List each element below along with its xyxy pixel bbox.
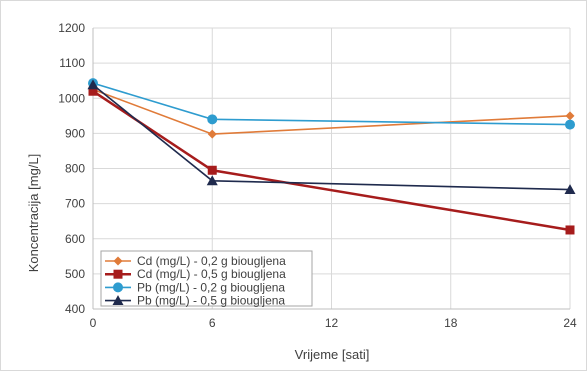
y-tick-label: 900 bbox=[65, 126, 85, 140]
data-point bbox=[88, 86, 98, 96]
data-point bbox=[565, 225, 575, 235]
y-tick-label: 800 bbox=[65, 162, 85, 176]
data-point bbox=[207, 129, 217, 139]
data-point bbox=[207, 114, 218, 125]
legend-swatch-marker bbox=[113, 269, 123, 279]
data-point bbox=[87, 79, 99, 90]
y-tick-label: 1200 bbox=[58, 21, 85, 35]
y-tick-label: 600 bbox=[65, 232, 85, 246]
x-tick-label: 12 bbox=[325, 316, 339, 330]
y-axis-title: Koncentracija [mg/L] bbox=[26, 154, 41, 273]
data-point bbox=[565, 119, 575, 130]
y-tick-label: 1100 bbox=[59, 56, 85, 70]
legend-swatch-marker bbox=[113, 256, 123, 266]
legend-label: Pb (mg/L) - 0,5 g biougljena bbox=[137, 294, 285, 308]
y-tick-label: 400 bbox=[65, 302, 85, 316]
y-tick-label: 500 bbox=[65, 267, 85, 281]
legend-box bbox=[100, 250, 313, 307]
y-tick-label: 700 bbox=[65, 197, 85, 211]
grid-layer bbox=[92, 27, 571, 310]
x-tick-label: 18 bbox=[444, 316, 458, 330]
data-point bbox=[206, 175, 218, 186]
legend-label: Cd (mg/L) - 0,2 g biougljena bbox=[137, 254, 286, 268]
legend-swatch-marker bbox=[113, 282, 123, 293]
data-point bbox=[564, 184, 576, 194]
series-4 bbox=[87, 79, 576, 194]
x-tick-label: 6 bbox=[209, 316, 216, 330]
x-tick-label: 0 bbox=[90, 316, 97, 330]
data-point bbox=[207, 165, 217, 175]
series-layer bbox=[87, 78, 576, 235]
y-tick-label: 1000 bbox=[58, 91, 85, 105]
data-point bbox=[565, 111, 575, 121]
axis-layer: 400 500 600 700 800 900 1000 1100 1200 0 6 12 18 24 bbox=[58, 21, 577, 330]
x-tick-label: 24 bbox=[563, 316, 577, 330]
legend-label: Cd (mg/L) - 0,5 g biougljena bbox=[137, 267, 286, 281]
legend-swatch-marker bbox=[112, 295, 124, 305]
x-axis-title: Vrijeme [sati] bbox=[295, 347, 370, 362]
legend-label: Pb (mg/L) - 0,2 g biougljena bbox=[137, 280, 285, 294]
